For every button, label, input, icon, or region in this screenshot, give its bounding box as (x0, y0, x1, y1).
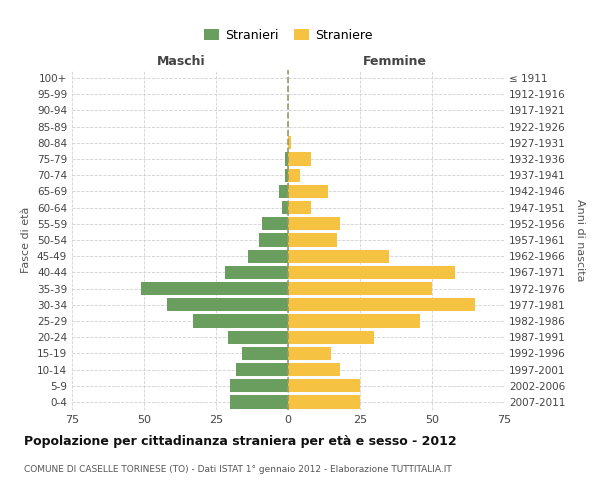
Bar (288, 314, 421, 328)
Bar (227, 330, 288, 344)
Bar (224, 266, 288, 279)
Y-axis label: Fasce di età: Fasce di età (22, 207, 31, 273)
Bar (288, 250, 389, 263)
Bar (288, 379, 360, 392)
Bar (141, 282, 288, 295)
Bar (262, 217, 288, 230)
Text: COMUNE DI CASELLE TORINESE (TO) - Dati ISTAT 1° gennaio 2012 - Elaborazione TUTT: COMUNE DI CASELLE TORINESE (TO) - Dati I… (24, 465, 452, 474)
Bar (288, 217, 340, 230)
Bar (285, 168, 288, 182)
Bar (288, 266, 455, 279)
Bar (288, 234, 337, 246)
Bar (236, 363, 288, 376)
Bar (242, 346, 288, 360)
Bar (230, 396, 288, 408)
Text: Maschi: Maschi (157, 56, 206, 68)
Bar (280, 185, 288, 198)
Bar (193, 314, 288, 328)
Bar (282, 201, 288, 214)
Bar (288, 201, 311, 214)
Bar (167, 298, 288, 312)
Bar (288, 363, 340, 376)
Bar (288, 136, 291, 149)
Bar (288, 168, 299, 182)
Bar (288, 152, 311, 166)
Bar (288, 396, 360, 408)
Bar (288, 330, 374, 344)
Bar (288, 346, 331, 360)
Text: Popolazione per cittadinanza straniera per età e sesso - 2012: Popolazione per cittadinanza straniera p… (24, 435, 457, 448)
Text: Femmine: Femmine (362, 56, 427, 68)
Bar (230, 379, 288, 392)
Bar (288, 282, 432, 295)
Legend: Stranieri, Straniere: Stranieri, Straniere (200, 25, 376, 46)
Bar (285, 152, 288, 166)
Y-axis label: Anni di nascita: Anni di nascita (575, 198, 585, 281)
Bar (259, 234, 288, 246)
Bar (248, 250, 288, 263)
Bar (288, 298, 475, 312)
Bar (288, 185, 328, 198)
